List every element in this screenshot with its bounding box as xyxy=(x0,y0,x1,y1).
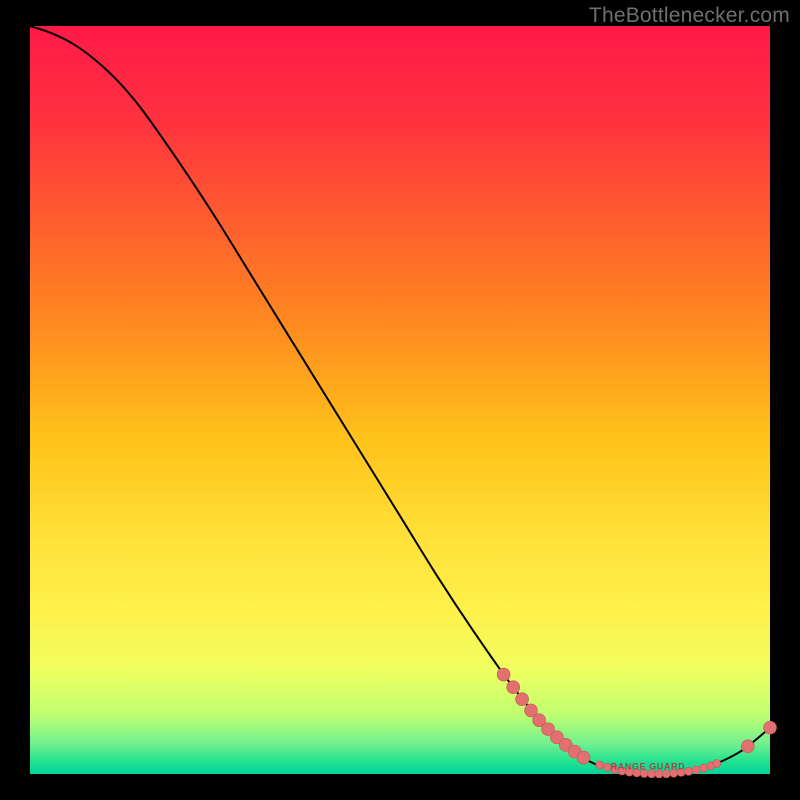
data-marker xyxy=(577,751,590,764)
data-marker xyxy=(685,767,693,775)
data-marker xyxy=(596,761,604,769)
data-marker xyxy=(741,740,754,753)
data-marker xyxy=(764,721,777,734)
data-marker xyxy=(497,668,510,681)
data-marker xyxy=(699,764,707,772)
data-marker xyxy=(713,760,721,768)
watermark-label: TheBottlenecker.com xyxy=(589,4,790,28)
bottleneck-chart: RANGE GUARD xyxy=(0,0,800,800)
data-marker xyxy=(516,693,529,706)
inner-range-label: RANGE GUARD xyxy=(611,762,686,772)
data-marker xyxy=(507,681,520,694)
data-marker xyxy=(692,766,700,774)
plot-background xyxy=(30,26,770,774)
